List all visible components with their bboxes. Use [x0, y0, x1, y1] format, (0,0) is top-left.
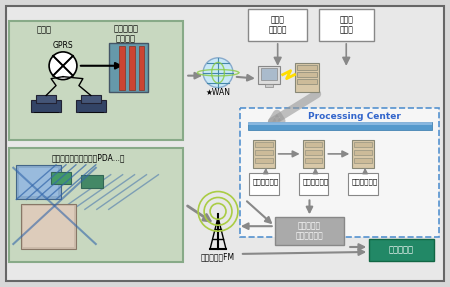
FancyBboxPatch shape [9, 148, 183, 262]
FancyBboxPatch shape [354, 142, 372, 147]
FancyBboxPatch shape [19, 168, 58, 197]
FancyBboxPatch shape [369, 239, 434, 261]
Text: 移动通信、FM: 移动通信、FM [201, 252, 235, 261]
FancyBboxPatch shape [81, 175, 103, 188]
FancyBboxPatch shape [109, 43, 148, 92]
FancyBboxPatch shape [354, 150, 372, 155]
Text: Processing Center: Processing Center [308, 112, 400, 121]
FancyBboxPatch shape [76, 100, 106, 112]
Text: 多种形式的
交通信息发布: 多种形式的 交通信息发布 [296, 222, 324, 241]
FancyBboxPatch shape [119, 46, 125, 90]
FancyBboxPatch shape [240, 108, 439, 237]
FancyBboxPatch shape [248, 9, 307, 41]
FancyBboxPatch shape [258, 66, 279, 84]
FancyBboxPatch shape [297, 65, 317, 70]
FancyBboxPatch shape [265, 84, 273, 87]
Text: 路况信息生成: 路况信息生成 [302, 178, 328, 185]
FancyBboxPatch shape [274, 217, 344, 245]
Text: 浮动车: 浮动车 [36, 26, 51, 35]
Text: 发布信息生成: 发布信息生成 [352, 178, 378, 185]
FancyBboxPatch shape [255, 150, 273, 155]
FancyBboxPatch shape [139, 46, 144, 90]
FancyBboxPatch shape [255, 158, 273, 163]
FancyBboxPatch shape [21, 204, 76, 249]
FancyBboxPatch shape [249, 173, 279, 195]
Text: 终端（导航仪、手机、PDA...）: 终端（导航仪、手机、PDA...） [52, 153, 126, 162]
FancyBboxPatch shape [253, 140, 274, 168]
FancyBboxPatch shape [129, 46, 135, 90]
Text: GPRS: GPRS [53, 41, 73, 51]
FancyBboxPatch shape [16, 165, 61, 199]
Text: 商用车调度
管理系统: 商用车调度 管理系统 [113, 24, 138, 44]
FancyBboxPatch shape [354, 158, 372, 163]
FancyBboxPatch shape [9, 21, 183, 140]
FancyBboxPatch shape [305, 150, 322, 155]
FancyBboxPatch shape [6, 6, 444, 281]
FancyBboxPatch shape [81, 96, 101, 103]
Text: 行驶时间计算: 行驶时间计算 [252, 178, 279, 185]
Circle shape [49, 52, 77, 79]
Circle shape [203, 58, 233, 88]
Text: 浮动车
数据接收: 浮动车 数据接收 [268, 15, 287, 35]
FancyBboxPatch shape [23, 206, 74, 247]
FancyBboxPatch shape [248, 122, 432, 125]
FancyBboxPatch shape [320, 9, 374, 41]
FancyBboxPatch shape [302, 140, 324, 168]
FancyBboxPatch shape [297, 79, 317, 84]
FancyBboxPatch shape [298, 173, 328, 195]
Text: 浮动车
数据库: 浮动车 数据库 [339, 15, 353, 35]
FancyBboxPatch shape [255, 142, 273, 147]
FancyBboxPatch shape [51, 172, 71, 184]
FancyBboxPatch shape [305, 142, 322, 147]
FancyBboxPatch shape [248, 122, 432, 130]
FancyBboxPatch shape [261, 68, 277, 79]
FancyBboxPatch shape [297, 72, 317, 77]
FancyBboxPatch shape [352, 140, 374, 168]
FancyBboxPatch shape [36, 96, 56, 103]
FancyBboxPatch shape [31, 100, 61, 112]
FancyBboxPatch shape [295, 63, 320, 92]
FancyBboxPatch shape [305, 158, 322, 163]
Text: 代表数据流: 代表数据流 [388, 245, 414, 255]
Text: ★WAN: ★WAN [206, 88, 230, 97]
FancyBboxPatch shape [348, 173, 378, 195]
